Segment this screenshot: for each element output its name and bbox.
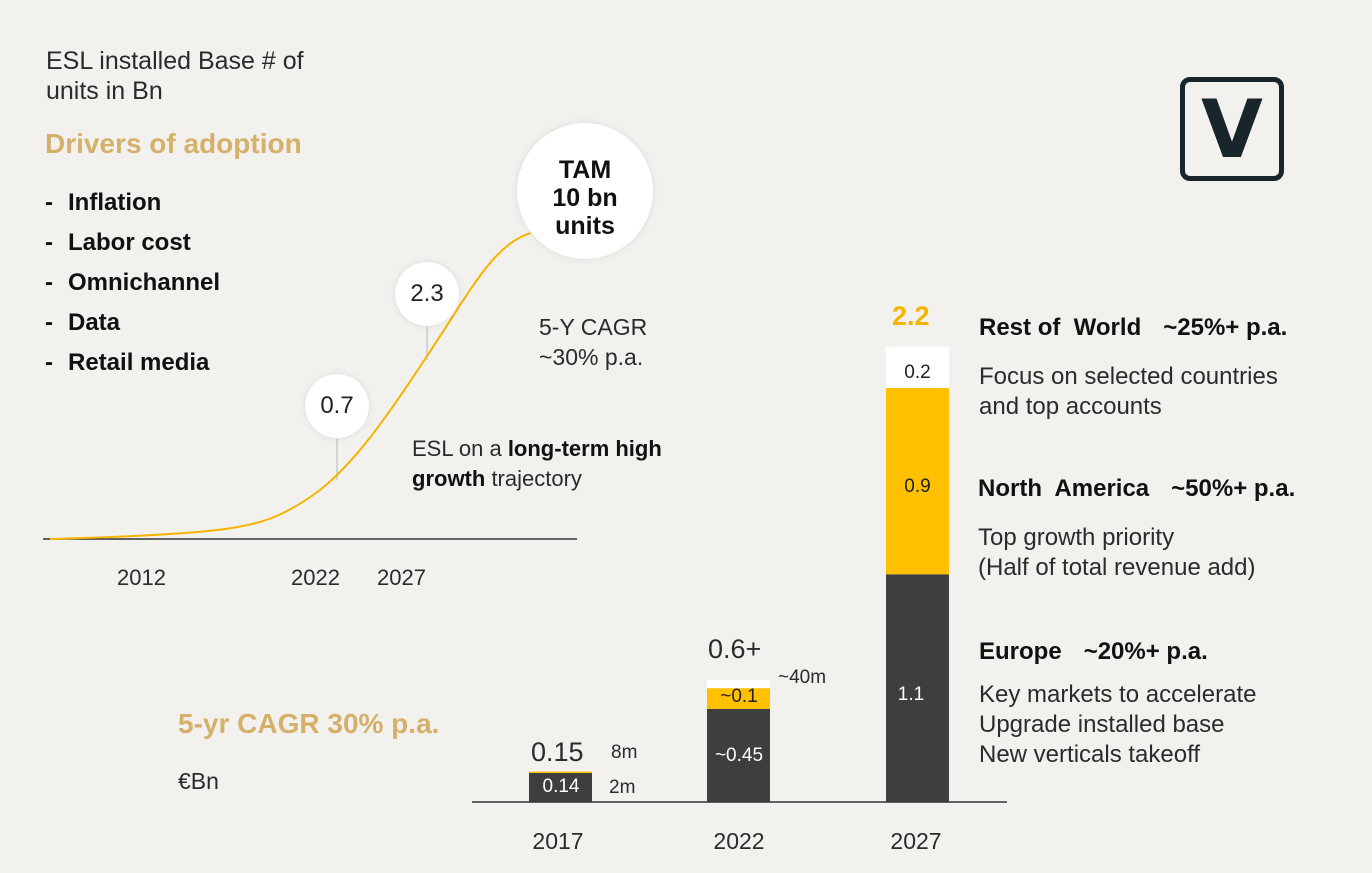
chart-subtitle: ESL installed Base # of units in Bn (46, 46, 304, 106)
bar-2027-europe (886, 574, 949, 802)
driver-item: - Data (45, 309, 121, 336)
bar-2027-north-america (886, 388, 949, 575)
region-name: North America (978, 475, 1150, 502)
region-desc-line: and top accounts (979, 393, 1162, 420)
x-tick-2022: 2022 (291, 565, 340, 590)
driver-item: - Retail media (45, 349, 210, 376)
bar-total-2027: 2.2 (892, 301, 930, 331)
x-label-2027: 2027 (890, 828, 942, 854)
driver-label: Inflation (68, 189, 162, 216)
segment-label-2027-row: 0.2 (904, 362, 931, 383)
tam-text: TAM 10 bn units (517, 156, 653, 240)
segment-label-2022-na: ~0.1 (720, 686, 758, 707)
driver-label: Labor cost (68, 229, 191, 256)
region-description: Focus on selected countries and top acco… (979, 362, 1287, 422)
region-europe: Europe ~20%+ p.a. Key markets to accelera… (979, 638, 1256, 770)
bar-group (529, 346, 949, 802)
bar-2022-north-america (707, 688, 770, 709)
bar-total-2017: 0.15 (531, 737, 584, 767)
subtitle-line-2: units in Bn (46, 77, 163, 105)
side-label-2017-top: 8m (611, 742, 638, 763)
trajectory-prefix: ESL on a (412, 436, 508, 461)
segment-label-2017-europe: 0.14 (542, 776, 580, 797)
region-heading: North America ~50%+ p.a. (978, 475, 1295, 503)
region-north-america: North America ~50%+ p.a. Top growth prior… (978, 475, 1295, 583)
region-name: Rest of World (979, 314, 1142, 341)
x-tick-2012: 2012 (117, 565, 166, 590)
region-desc-line: Upgrade installed base (979, 711, 1225, 738)
drivers-title: Drivers of adoption (45, 128, 302, 159)
tam-line-3: units (555, 212, 615, 240)
driver-label: Data (68, 309, 121, 336)
segment-label-2027-europe: 1.1 (897, 684, 925, 705)
bar-2017-north-america (529, 771, 592, 774)
region-desc-line: Top growth priority (978, 524, 1175, 551)
installed-base-curve (49, 231, 536, 540)
region-description: Key markets to accelerate Upgrade instal… (979, 680, 1256, 770)
bar-2022-rest-of-world (707, 679, 770, 689)
region-desc-line: Key markets to accelerate (979, 681, 1257, 708)
cagr-line-2: ~30% p.a. (539, 344, 644, 370)
bubble-2027: 2.3 (395, 262, 459, 326)
bar-2017-rest-of-world (529, 769, 592, 772)
trajectory-note: ESL on a long-term high growth trajector… (412, 434, 662, 494)
side-label-2017-bottom: 2m (609, 777, 636, 798)
x-label-2017: 2017 (532, 828, 584, 854)
trajectory-suffix: trajectory (485, 466, 582, 491)
bubble-2022: 0.7 (305, 374, 369, 438)
region-heading: Rest of World ~25%+ p.a. (979, 314, 1287, 342)
revenue-cagr: 5-yr CAGR 30% p.a. (178, 708, 440, 739)
region-heading: Europe ~20%+ p.a. (979, 638, 1256, 666)
driver-item: - Omnichannel (45, 269, 221, 296)
segment-label-2027-na: 0.9 (904, 476, 931, 497)
side-label-2022: ~40m (778, 667, 827, 688)
x-tick-2027: 2027 (377, 565, 426, 590)
drivers-list: - Inflation - Labor cost - Omnichannel - Dat… (45, 186, 220, 386)
segment-label-2022-europe: ~0.45 (714, 745, 764, 766)
driver-item: - Labor cost (45, 229, 191, 256)
region-desc-line: New verticals takeoff (979, 741, 1200, 768)
installed-base-cagr: 5-Y CAGR ~30% p.a. (539, 312, 647, 372)
logo-letter: V (1201, 83, 1263, 176)
cagr-line-1: 5-Y CAGR (539, 314, 648, 340)
x-label-2022: 2022 (713, 828, 765, 854)
bar-total-2022: 0.6+ (708, 634, 762, 664)
tam-line-1: TAM (558, 156, 612, 184)
company-logo: V (1180, 77, 1284, 181)
subtitle-line-1: ESL installed Base # of (46, 47, 304, 75)
region-desc-line: Focus on selected countries (979, 363, 1278, 390)
region-name: Europe (979, 638, 1062, 665)
bar-2022-europe (707, 708, 770, 802)
driver-label: Omnichannel (68, 269, 221, 296)
trajectory-bold-2: growth (412, 466, 486, 491)
bar-2027-rest-of-world (886, 346, 949, 388)
revenue-unit: €Bn (178, 768, 219, 794)
region-desc-line: (Half of total revenue add) (978, 554, 1256, 581)
trajectory-bold-1: long-term high (507, 436, 662, 461)
region-description: Top growth priority (Half of total reven… (978, 523, 1295, 583)
driver-label: Retail media (68, 349, 210, 376)
driver-item: - Inflation (45, 189, 162, 216)
bar-2017-europe (529, 773, 592, 802)
tam-bubble: TAM 10 bn units (517, 123, 653, 259)
tam-line-2: 10 bn (552, 184, 618, 212)
region-rest-of-world: Rest of World ~25%+ p.a. Focus on selecte… (979, 314, 1287, 422)
region-growth: ~20%+ p.a. (1083, 638, 1208, 665)
region-growth: ~25%+ p.a. (1163, 314, 1288, 341)
region-growth: ~50%+ p.a. (1171, 475, 1296, 502)
